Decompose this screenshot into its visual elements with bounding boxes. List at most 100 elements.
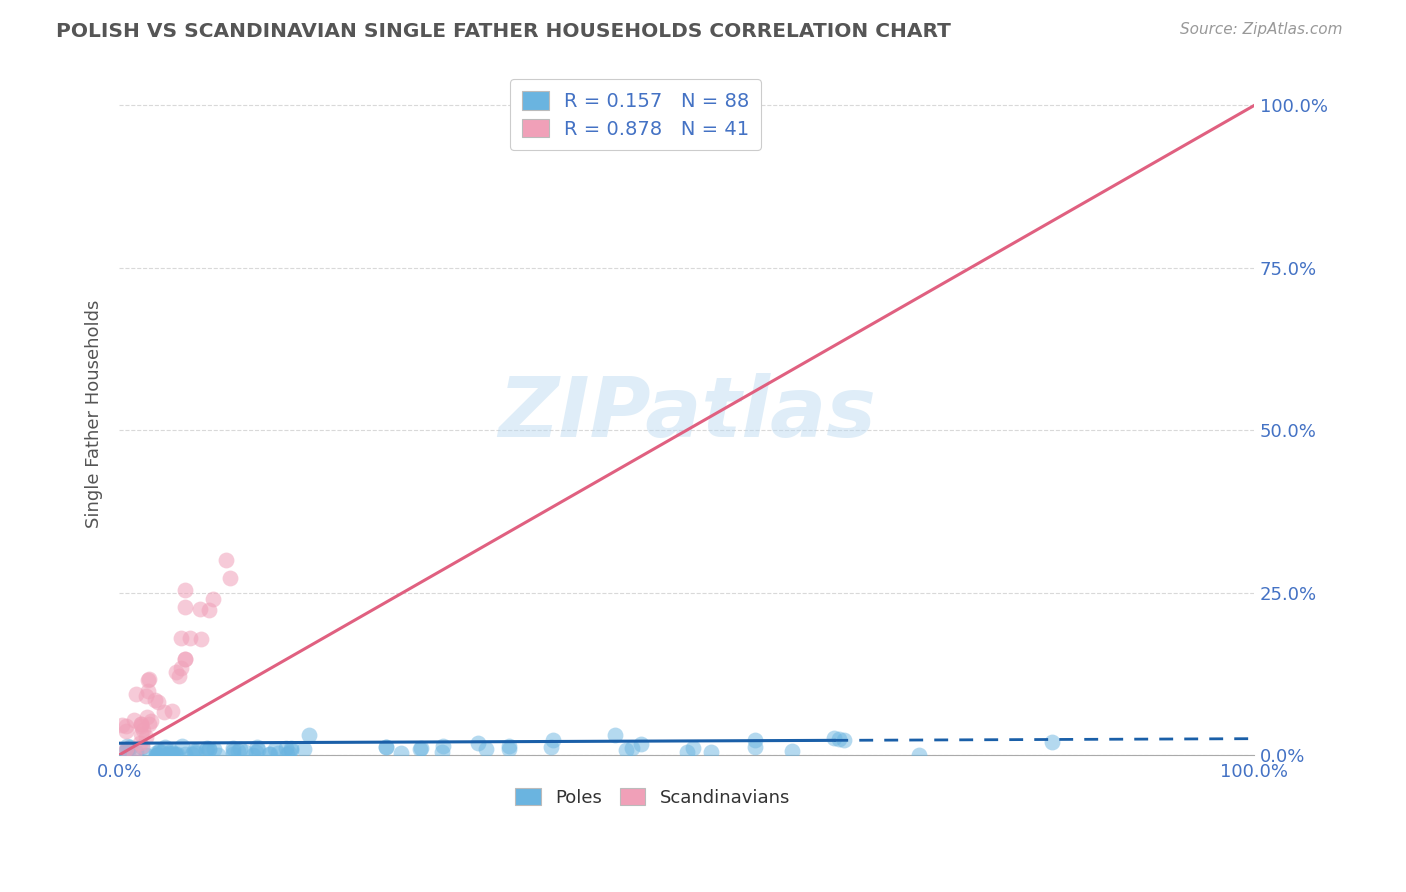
Point bbox=[222, 747, 245, 761]
Point bbox=[201, 591, 224, 606]
Point bbox=[170, 660, 193, 674]
Point bbox=[129, 717, 152, 731]
Point bbox=[215, 553, 238, 567]
Point bbox=[541, 732, 564, 747]
Point bbox=[908, 747, 931, 762]
Point bbox=[135, 747, 157, 762]
Point bbox=[233, 745, 256, 759]
Point bbox=[259, 747, 281, 761]
Point bbox=[823, 731, 845, 746]
Point bbox=[157, 747, 180, 762]
Point bbox=[181, 747, 204, 761]
Text: ZIPatlas: ZIPatlas bbox=[498, 374, 876, 454]
Point bbox=[188, 602, 211, 616]
Point bbox=[173, 600, 195, 615]
Point bbox=[242, 747, 264, 762]
Point bbox=[298, 728, 321, 742]
Point bbox=[136, 709, 159, 723]
Point bbox=[832, 733, 855, 747]
Point bbox=[165, 665, 187, 679]
Point bbox=[122, 713, 145, 727]
Point bbox=[197, 742, 219, 756]
Point bbox=[115, 742, 138, 756]
Point bbox=[614, 742, 637, 756]
Point bbox=[115, 724, 138, 739]
Point bbox=[153, 739, 176, 754]
Point bbox=[115, 719, 138, 733]
Point bbox=[292, 742, 315, 756]
Point bbox=[207, 747, 229, 762]
Y-axis label: Single Father Households: Single Father Households bbox=[86, 300, 103, 528]
Point bbox=[143, 693, 166, 707]
Point bbox=[197, 741, 219, 756]
Point bbox=[115, 741, 138, 756]
Point bbox=[114, 741, 136, 756]
Point bbox=[700, 745, 723, 759]
Point bbox=[278, 746, 301, 760]
Point bbox=[173, 652, 195, 666]
Point bbox=[173, 747, 195, 762]
Point bbox=[170, 739, 193, 753]
Point bbox=[135, 730, 157, 744]
Point bbox=[540, 739, 562, 754]
Point bbox=[744, 733, 766, 747]
Point bbox=[146, 747, 169, 762]
Point bbox=[131, 739, 153, 754]
Point bbox=[676, 745, 699, 759]
Point bbox=[276, 741, 298, 756]
Point bbox=[780, 744, 803, 758]
Point bbox=[157, 747, 180, 762]
Point bbox=[190, 632, 212, 646]
Point bbox=[153, 747, 176, 762]
Point bbox=[125, 745, 148, 759]
Point bbox=[117, 739, 139, 753]
Point bbox=[245, 745, 267, 759]
Point bbox=[389, 746, 412, 760]
Point bbox=[138, 672, 160, 686]
Point bbox=[280, 742, 302, 756]
Point bbox=[136, 673, 159, 687]
Point bbox=[167, 669, 190, 683]
Point bbox=[603, 729, 626, 743]
Point bbox=[183, 744, 205, 758]
Point bbox=[169, 632, 191, 646]
Point bbox=[409, 742, 432, 756]
Point bbox=[432, 739, 454, 753]
Point bbox=[148, 745, 170, 759]
Point bbox=[222, 744, 245, 758]
Point bbox=[475, 741, 498, 756]
Point bbox=[198, 603, 221, 617]
Point bbox=[165, 747, 187, 762]
Point bbox=[118, 740, 141, 755]
Point bbox=[246, 739, 269, 754]
Point bbox=[160, 747, 183, 762]
Point bbox=[179, 631, 201, 645]
Point bbox=[146, 747, 169, 762]
Point bbox=[139, 714, 162, 728]
Point bbox=[145, 747, 167, 762]
Point bbox=[163, 747, 186, 762]
Point bbox=[148, 744, 170, 758]
Point bbox=[131, 740, 153, 755]
Point bbox=[828, 731, 851, 746]
Text: Source: ZipAtlas.com: Source: ZipAtlas.com bbox=[1180, 22, 1343, 37]
Point bbox=[226, 744, 249, 758]
Point bbox=[264, 741, 287, 756]
Point bbox=[744, 739, 766, 754]
Point bbox=[374, 739, 396, 754]
Point bbox=[184, 746, 207, 760]
Point bbox=[620, 741, 643, 756]
Point bbox=[117, 747, 139, 762]
Text: POLISH VS SCANDINAVIAN SINGLE FATHER HOUSEHOLDS CORRELATION CHART: POLISH VS SCANDINAVIAN SINGLE FATHER HOU… bbox=[56, 22, 950, 41]
Point bbox=[204, 742, 226, 756]
Point bbox=[135, 689, 157, 703]
Point bbox=[467, 736, 489, 750]
Point bbox=[159, 744, 181, 758]
Point bbox=[280, 740, 302, 755]
Point bbox=[138, 717, 160, 731]
Point bbox=[374, 740, 396, 755]
Point bbox=[150, 745, 173, 759]
Point bbox=[131, 727, 153, 741]
Point bbox=[132, 723, 155, 737]
Point bbox=[498, 739, 520, 753]
